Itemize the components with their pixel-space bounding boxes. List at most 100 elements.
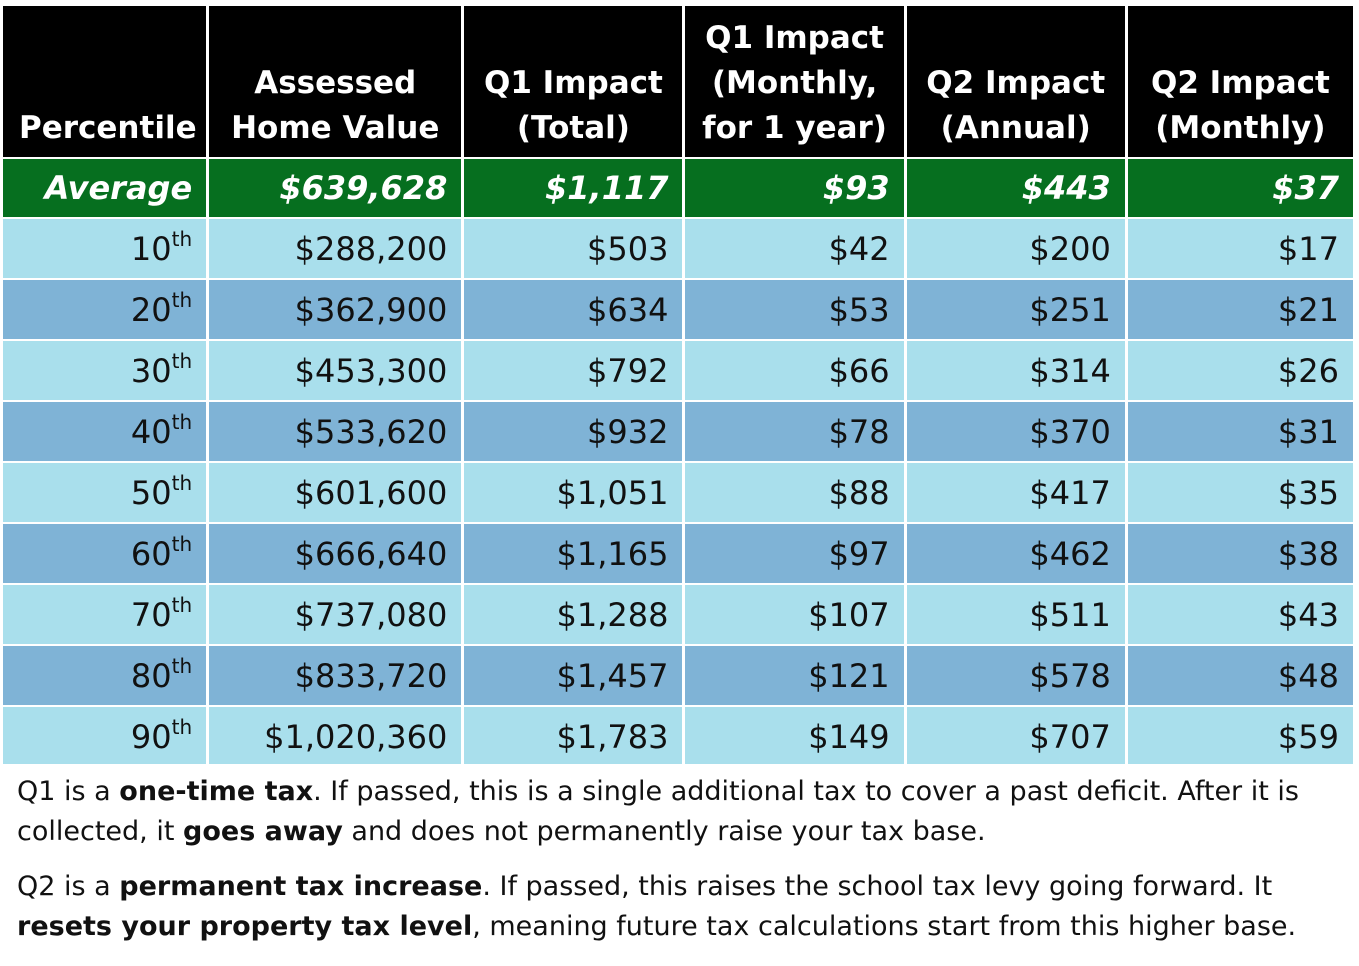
percentile-suffix: th xyxy=(171,470,193,495)
percentile-number: 40 xyxy=(130,412,172,451)
q1-monthly-cell: $121 xyxy=(685,646,904,705)
q2-note: Q2 is a permanent tax increase. If passe… xyxy=(17,871,1297,942)
percentile-suffix: th xyxy=(171,714,193,739)
q2-monthly-cell: $21 xyxy=(1127,280,1353,339)
percentile-cell: 90th xyxy=(3,707,207,766)
q1-monthly-cell: $66 xyxy=(685,341,904,400)
percentile-number: 80 xyxy=(130,656,172,695)
table-row: 30th $453,300 $792 $66 $314 $26 xyxy=(3,341,1353,400)
q1-monthly-cell: $97 xyxy=(685,524,904,583)
q2-monthly-cell: $38 xyxy=(1127,524,1353,583)
table-row: 70th $737,080 $1,288 $107 $511 $43 xyxy=(3,585,1353,644)
percentile-suffix: th xyxy=(171,409,193,434)
q2-annual-cell: $370 xyxy=(906,402,1125,461)
header-percentile: Percentile xyxy=(3,6,207,157)
q1-total-cell: $1,457 xyxy=(464,646,683,705)
q2-monthly-cell: $48 xyxy=(1127,646,1353,705)
table-row: 50th $601,600 $1,051 $88 $417 $35 xyxy=(3,463,1353,522)
percentile-suffix: th xyxy=(171,348,193,373)
percentile-number: 10 xyxy=(130,229,172,268)
q1-monthly-cell: $53 xyxy=(685,280,904,339)
home-value-cell: $453,300 xyxy=(209,341,462,400)
q1-note: Q1 is a one-time tax. If passed, this is… xyxy=(17,776,1299,847)
percentile-suffix: th xyxy=(171,226,193,251)
percentile-suffix: th xyxy=(171,287,193,312)
q2-monthly-cell: $43 xyxy=(1127,585,1353,644)
percentile-rows: 10th $288,200 $503 $42 $200 $17 20th $362,900 $6… xyxy=(3,219,1353,766)
home-value-cell: $833,720 xyxy=(209,646,462,705)
q1-monthly-cell: $88 xyxy=(685,463,904,522)
home-value-cell: $601,600 xyxy=(209,463,462,522)
average-row: Average $639,628 $1,117 $93 $443 $37 xyxy=(3,159,1353,217)
q1-total-cell: $634 xyxy=(464,280,683,339)
q2-monthly-cell: $26 xyxy=(1127,341,1353,400)
q2-annual-cell: $251 xyxy=(906,280,1125,339)
percentile-cell: 20th xyxy=(3,280,207,339)
q2-annual-cell: $200 xyxy=(906,219,1125,278)
percentile-cell: 60th xyxy=(3,524,207,583)
header-q2-impact-monthly: Q2 Impact (Monthly) xyxy=(1127,6,1353,157)
q2-annual-cell: $511 xyxy=(906,585,1125,644)
percentile-number: 90 xyxy=(130,717,172,756)
home-value-cell: $1,020,360 xyxy=(209,707,462,766)
q1-total-cell: $1,165 xyxy=(464,524,683,583)
average-q2-monthly: $37 xyxy=(1127,159,1353,217)
percentile-number: 20 xyxy=(130,290,172,329)
average-label: Average xyxy=(3,159,207,217)
q1-total-cell: $503 xyxy=(464,219,683,278)
table-row: 10th $288,200 $503 $42 $200 $17 xyxy=(3,219,1353,278)
home-value-cell: $288,200 xyxy=(209,219,462,278)
average-q1-monthly: $93 xyxy=(685,159,904,217)
percentile-cell: 30th xyxy=(3,341,207,400)
q2-annual-cell: $314 xyxy=(906,341,1125,400)
q1-total-cell: $1,783 xyxy=(464,707,683,766)
header-row: Percentile Assessed Home Value Q1 Impact… xyxy=(3,6,1353,157)
percentile-suffix: th xyxy=(171,592,193,617)
q2-annual-cell: $578 xyxy=(906,646,1125,705)
percentile-suffix: th xyxy=(171,653,193,678)
q1-monthly-cell: $107 xyxy=(685,585,904,644)
average-home-value: $639,628 xyxy=(209,159,462,217)
explanatory-notes: Q1 is a one-time tax. If passed, this is… xyxy=(0,764,1359,966)
home-value-cell: $666,640 xyxy=(209,524,462,583)
percentile-number: 70 xyxy=(130,595,172,634)
q2-annual-cell: $417 xyxy=(906,463,1125,522)
percentile-cell: 80th xyxy=(3,646,207,705)
table-row: 40th $533,620 $932 $78 $370 $31 xyxy=(3,402,1353,461)
header-assessed-home-value: Assessed Home Value xyxy=(209,6,462,157)
q1-total-cell: $792 xyxy=(464,341,683,400)
home-value-cell: $737,080 xyxy=(209,585,462,644)
percentile-cell: 40th xyxy=(3,402,207,461)
percentile-suffix: th xyxy=(171,531,193,556)
q2-annual-cell: $462 xyxy=(906,524,1125,583)
percentile-cell: 10th xyxy=(3,219,207,278)
q1-total-cell: $1,288 xyxy=(464,585,683,644)
percentile-number: 50 xyxy=(130,473,172,512)
table-row: 60th $666,640 $1,165 $97 $462 $38 xyxy=(3,524,1353,583)
q1-monthly-cell: $78 xyxy=(685,402,904,461)
home-value-cell: $533,620 xyxy=(209,402,462,461)
percentile-number: 60 xyxy=(130,534,172,573)
q2-annual-cell: $707 xyxy=(906,707,1125,766)
q1-monthly-cell: $42 xyxy=(685,219,904,278)
header-q1-impact-monthly: Q1 Impact (Monthly, for 1 year) xyxy=(685,6,904,157)
table-row: 20th $362,900 $634 $53 $251 $21 xyxy=(3,280,1353,339)
q2-monthly-cell: $35 xyxy=(1127,463,1353,522)
table-row: 90th $1,020,360 $1,783 $149 $707 $59 xyxy=(3,707,1353,766)
q1-total-cell: $932 xyxy=(464,402,683,461)
q2-monthly-cell: $59 xyxy=(1127,707,1353,766)
header-q1-impact-total: Q1 Impact (Total) xyxy=(464,6,683,157)
q2-monthly-cell: $31 xyxy=(1127,402,1353,461)
average-q1-total: $1,117 xyxy=(464,159,683,217)
tax-impact-table: Percentile Assessed Home Value Q1 Impact… xyxy=(0,4,1356,768)
percentile-cell: 70th xyxy=(3,585,207,644)
q2-monthly-cell: $17 xyxy=(1127,219,1353,278)
percentile-cell: 50th xyxy=(3,463,207,522)
table-row: 80th $833,720 $1,457 $121 $578 $48 xyxy=(3,646,1353,705)
home-value-cell: $362,900 xyxy=(209,280,462,339)
average-q2-annual: $443 xyxy=(906,159,1125,217)
header-q2-impact-annual: Q2 Impact (Annual) xyxy=(906,6,1125,157)
q1-total-cell: $1,051 xyxy=(464,463,683,522)
percentile-number: 30 xyxy=(130,351,172,390)
q1-monthly-cell: $149 xyxy=(685,707,904,766)
